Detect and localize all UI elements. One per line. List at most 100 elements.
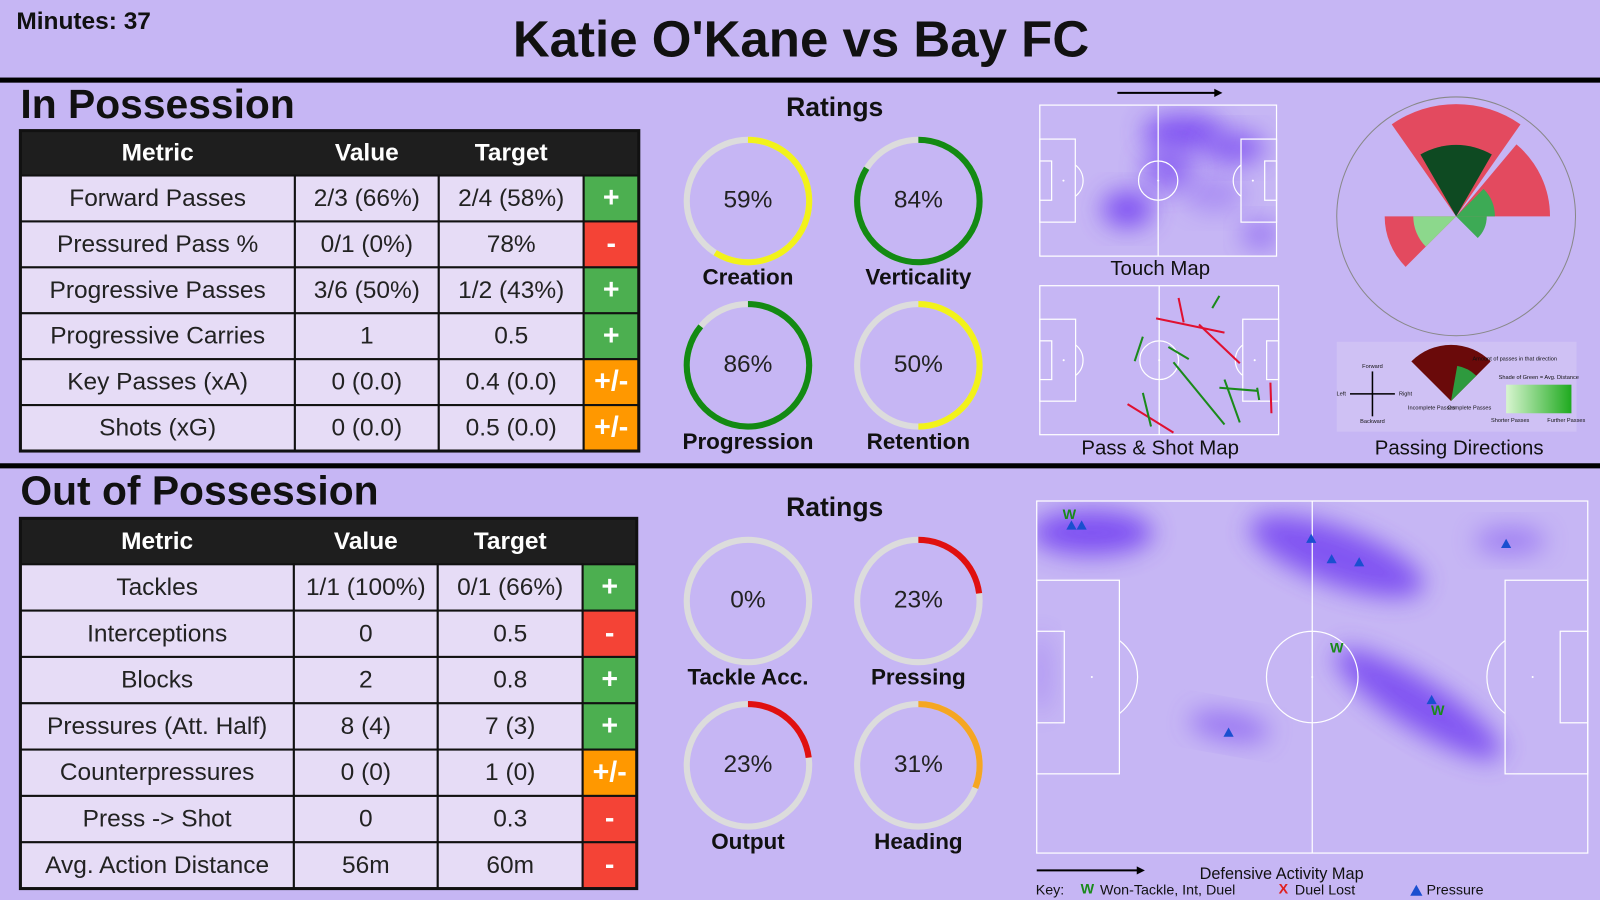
table-header bbox=[20, 518, 637, 565]
pass-line bbox=[1155, 317, 1225, 334]
gauge-label: Pressing bbox=[871, 664, 966, 689]
won-marker: W bbox=[1431, 703, 1445, 719]
direction-wedge bbox=[1456, 216, 1487, 238]
cell-text: 1/2 (43%) bbox=[458, 277, 564, 304]
six-yard-box bbox=[1264, 160, 1278, 201]
pass-line bbox=[1211, 295, 1221, 309]
six-yard-box bbox=[1039, 160, 1053, 201]
section-title: Out of Possession bbox=[20, 468, 378, 514]
table-cell bbox=[292, 748, 439, 797]
cell-text: 2 bbox=[359, 667, 373, 694]
table-header bbox=[20, 130, 639, 176]
status: + bbox=[601, 664, 618, 696]
cell-text: Pressures (Att. Half) bbox=[47, 713, 267, 740]
key-symbol: W bbox=[1081, 882, 1095, 898]
gauge-label: Heading bbox=[874, 829, 963, 854]
table-cell bbox=[293, 266, 440, 315]
penalty-spot bbox=[1251, 179, 1254, 182]
heat-blob bbox=[1183, 175, 1245, 213]
pass-line bbox=[1172, 361, 1226, 426]
radar-circle bbox=[1336, 96, 1577, 337]
table-cell bbox=[19, 358, 296, 407]
pass-line bbox=[1223, 379, 1241, 423]
ratings-title: Ratings bbox=[786, 92, 883, 122]
cell-text: Interceptions bbox=[87, 620, 227, 647]
cell-text: Progressive Passes bbox=[50, 277, 266, 304]
touch-heat bbox=[1102, 114, 1277, 249]
cell-text: 0 (0.0) bbox=[331, 369, 402, 396]
penalty-spot bbox=[1531, 676, 1534, 679]
caption: Passing Directions bbox=[1375, 437, 1544, 459]
key-label: Key: bbox=[1036, 883, 1065, 899]
cell-text: 60m bbox=[486, 852, 534, 879]
column-header: Value bbox=[334, 528, 398, 555]
pass-line bbox=[1167, 346, 1190, 361]
cell-text: 7 (3) bbox=[485, 713, 535, 740]
cell-text: 1 bbox=[360, 323, 374, 350]
penalty-arc bbox=[1075, 344, 1084, 376]
pressure-marker bbox=[1223, 727, 1234, 737]
gauge-label: Output bbox=[711, 829, 785, 854]
cell-text: Key Passes (xA) bbox=[67, 369, 248, 396]
six-yard-box bbox=[1559, 630, 1589, 724]
caption: Touch Map bbox=[1110, 258, 1210, 280]
key-symbol: X bbox=[1279, 882, 1289, 898]
table-cell bbox=[292, 794, 439, 844]
table-cell bbox=[293, 312, 440, 361]
gauge-label: Tackle Acc. bbox=[687, 664, 808, 689]
pressure-marker bbox=[1306, 533, 1317, 543]
gauge-value: 31% bbox=[894, 751, 943, 778]
cell-text: 0 (0) bbox=[341, 759, 391, 786]
legend-text: Further Passes bbox=[1547, 418, 1585, 424]
penalty-spot bbox=[1253, 359, 1256, 362]
pass-line bbox=[1198, 323, 1241, 365]
defensive-heat bbox=[1036, 510, 1546, 760]
penalty-arc bbox=[1232, 164, 1242, 197]
gauge-arc bbox=[747, 701, 812, 759]
caption: Pass & Shot Map bbox=[1081, 437, 1239, 459]
column-header: Target bbox=[474, 528, 547, 555]
gauge-value: 0% bbox=[730, 586, 765, 613]
pressure-marker bbox=[1326, 554, 1337, 564]
pass-line bbox=[1256, 387, 1261, 401]
cell-text: 56m bbox=[342, 852, 390, 879]
divider bbox=[0, 77, 1600, 83]
penalty-arc bbox=[1119, 640, 1139, 715]
cell-text: 0.5 bbox=[494, 323, 528, 350]
status: +/- bbox=[593, 756, 627, 788]
caption: Defensive Activity Map bbox=[1200, 865, 1364, 883]
penalty-spot bbox=[1062, 179, 1065, 182]
penalty-arc bbox=[1486, 640, 1506, 715]
divider bbox=[0, 463, 1600, 469]
cell-text: 0.4 (0.0) bbox=[466, 369, 557, 396]
gauge-value: 23% bbox=[723, 751, 772, 778]
table-border bbox=[18, 516, 639, 891]
gauge-arc bbox=[918, 701, 983, 789]
cell-text: 3/6 (50%) bbox=[314, 277, 420, 304]
table-cell bbox=[293, 220, 440, 269]
cell-text: 0/1 (66%) bbox=[457, 574, 563, 601]
cell-text: Pressured Pass % bbox=[57, 231, 258, 258]
cell-text: Forward Passes bbox=[69, 185, 246, 212]
status-cell bbox=[581, 748, 638, 797]
gauge-arc bbox=[918, 301, 983, 430]
status: - bbox=[606, 228, 616, 260]
pitch-circle bbox=[1265, 630, 1359, 724]
status: + bbox=[601, 571, 618, 603]
heat-blob bbox=[1189, 710, 1270, 743]
status: +/- bbox=[594, 412, 628, 444]
status-cell bbox=[582, 220, 640, 269]
cell-text: Blocks bbox=[121, 667, 193, 694]
column-header: Target bbox=[475, 140, 548, 167]
cell-text: Shots (xG) bbox=[99, 415, 216, 442]
table-cell bbox=[293, 174, 440, 223]
cell-text: 0 bbox=[359, 806, 373, 833]
legend-text: Shorter Passes bbox=[1491, 418, 1530, 424]
arrow-head bbox=[1214, 88, 1223, 97]
column-header: Metric bbox=[122, 140, 194, 167]
heat-blob bbox=[1036, 510, 1154, 556]
table-cell bbox=[19, 220, 296, 269]
pitch-circle bbox=[1139, 340, 1180, 381]
cell-text: 0.8 bbox=[493, 667, 527, 694]
